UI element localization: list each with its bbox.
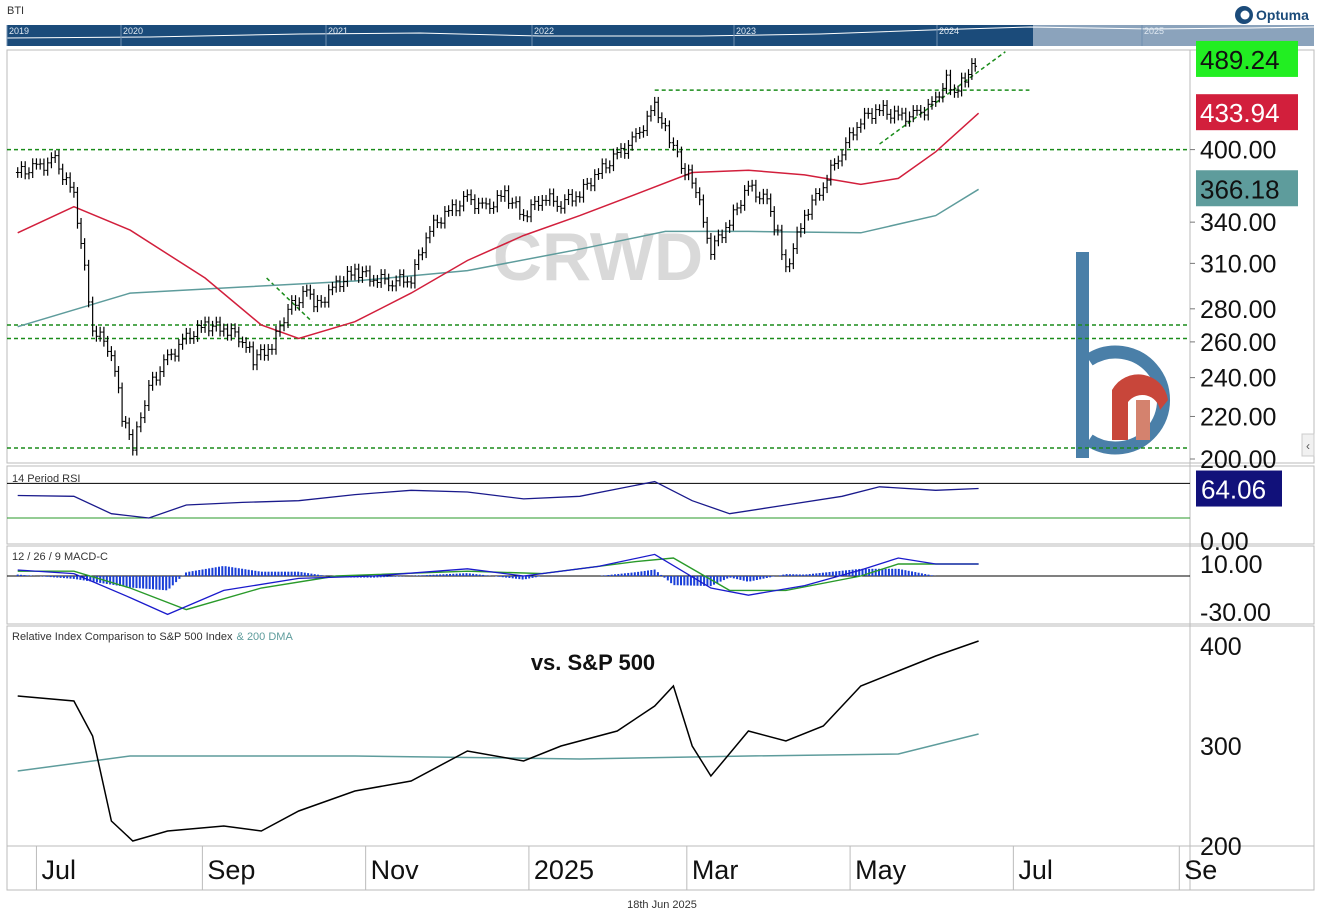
relative-annotation: vs. S&P 500 [531,650,655,675]
price-tick-label: 280.00 [1200,296,1276,324]
relative-title: Relative Index Comparison to S&P 500 Ind… [12,631,293,643]
scroll-handle-box[interactable] [1301,433,1315,457]
x-axis-frame [6,845,1315,891]
navigator-year-label: 2022 [534,26,554,36]
navigator-year-label: 2024 [939,26,959,36]
rsi-badge [1196,470,1282,507]
brand-logo-stem [1076,252,1089,458]
optuma-logo: Optuma [1235,6,1309,24]
macd-signal-line [17,557,979,611]
navigator-year-label: 2020 [123,26,143,36]
price-tick-label: 220.00 [1200,403,1276,431]
brand-logo [1076,252,1171,458]
navigator-price-line [6,26,1315,39]
symbol-label: BTI [7,5,24,17]
optuma-logo-text: Optuma [1256,7,1309,23]
ma200-line [17,188,979,328]
footer-date: 18th Jun 2025 [627,899,697,911]
ma200-value: 366.18 [1200,174,1280,204]
rsi-line [17,480,979,519]
x-tick-label: Se [1184,855,1217,885]
navigator[interactable]: 2019 2020 2021 2022 2023 2024 2025 [6,25,1315,46]
x-tick-label: Jul [1018,855,1053,885]
x-tick-label: 2025 [534,855,594,885]
last-price-badge [1196,40,1298,77]
rel-panel-frame [6,625,1315,847]
relative-title-suffix: & 200 DMA [237,631,294,643]
chevron-left-icon[interactable]: ‹ [1306,439,1310,453]
price-tick-label: 200.00 [1200,446,1276,474]
last-price-value: 489.24 [1200,45,1280,75]
rsi-title: 14 Period RSI [12,473,80,485]
rsi-panel-frame [6,465,1315,545]
brand-logo-accent-bar [1136,400,1150,440]
price-panel-frame [6,49,1315,464]
price-tick-label: 400.00 [1200,137,1276,165]
ma50-badge [1196,94,1298,131]
price-tick-label: 240.00 [1200,365,1276,393]
x-tick-label: Mar [692,855,739,885]
relative-tick-label: 400 [1200,633,1242,661]
relative-title-main: Relative Index Comparison to S&P 500 Ind… [12,631,233,643]
x-tick-label: Sep [207,855,255,885]
macd-tick-label: 10.00 [1200,551,1263,579]
macd-panel-frame [6,545,1315,625]
navigator-window[interactable] [1033,25,1314,46]
optuma-logo-icon-inner [1240,10,1250,20]
brand-logo-accent [1112,374,1168,440]
ma50-line [17,112,980,340]
navigator-year-label: 2019 [9,26,29,36]
ma200-badge [1196,170,1298,207]
watermark: CRWD [493,219,703,295]
scroll-handle[interactable]: ‹ [1301,433,1315,457]
rsi-value: 64.06 [1201,475,1266,505]
macd-line [17,553,979,616]
navigator-year-label: 2025 [1144,26,1164,36]
ma50-value: 433.94 [1200,98,1280,128]
x-tick-label: May [855,855,907,885]
navigator-year-label: 2023 [736,26,756,36]
relative-tick-label: 200 [1200,833,1242,861]
macd-tick-label: -30.00 [1200,599,1271,627]
price-tick-label: 340.00 [1200,209,1276,237]
relative-line [17,640,979,842]
relative-200dma-line [17,733,979,772]
macd-title: 12 / 26 / 9 MACD-C [12,551,108,563]
relative-tick-label: 300 [1200,733,1242,761]
x-tick-label: Jul [41,855,76,885]
price-tick-label: 310.00 [1200,250,1276,278]
price-tick-label: 260.00 [1200,329,1276,357]
x-tick-label: Nov [371,855,420,885]
rsi-tick-label: 0.00 [1200,528,1249,556]
navigator-year-label: 2021 [328,26,348,36]
